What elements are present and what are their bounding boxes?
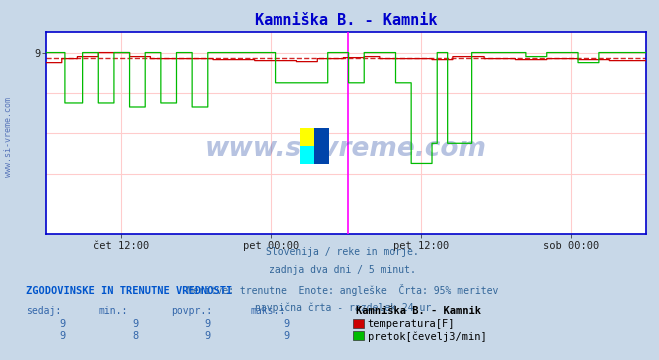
Text: Slovenija / reke in morje.: Slovenija / reke in morje. (266, 247, 419, 257)
Text: 9: 9 (204, 319, 211, 329)
Text: Kamniška B. - Kamnik: Kamniška B. - Kamnik (356, 306, 481, 316)
Text: temperatura[F]: temperatura[F] (368, 319, 455, 329)
Text: Meritve: trenutne  Enote: angleške  Črta: 95% meritev: Meritve: trenutne Enote: angleške Črta: … (187, 284, 498, 296)
Text: sedaj:: sedaj: (26, 306, 61, 316)
Text: zadnja dva dni / 5 minut.: zadnja dva dni / 5 minut. (270, 265, 416, 275)
Text: 9: 9 (283, 331, 290, 341)
Text: navpična črta - razdelek 24 ur: navpična črta - razdelek 24 ur (254, 303, 431, 313)
Text: 8: 8 (132, 331, 138, 341)
Text: maks.:: maks.: (250, 306, 285, 316)
Text: ZGODOVINSKE IN TRENUTNE VREDNOSTI: ZGODOVINSKE IN TRENUTNE VREDNOSTI (26, 286, 233, 296)
Text: 9: 9 (59, 331, 66, 341)
Text: pretok[čevelj3/min]: pretok[čevelj3/min] (368, 331, 486, 342)
Text: 9: 9 (59, 319, 66, 329)
Text: min.:: min.: (99, 306, 129, 316)
Text: 9: 9 (204, 331, 211, 341)
Text: www.si-vreme.com: www.si-vreme.com (205, 136, 487, 162)
Title: Kamniška B. - Kamnik: Kamniška B. - Kamnik (255, 13, 437, 28)
Text: 9: 9 (132, 319, 138, 329)
Text: www.si-vreme.com: www.si-vreme.com (4, 97, 13, 177)
Text: povpr.:: povpr.: (171, 306, 212, 316)
Text: 9: 9 (283, 319, 290, 329)
